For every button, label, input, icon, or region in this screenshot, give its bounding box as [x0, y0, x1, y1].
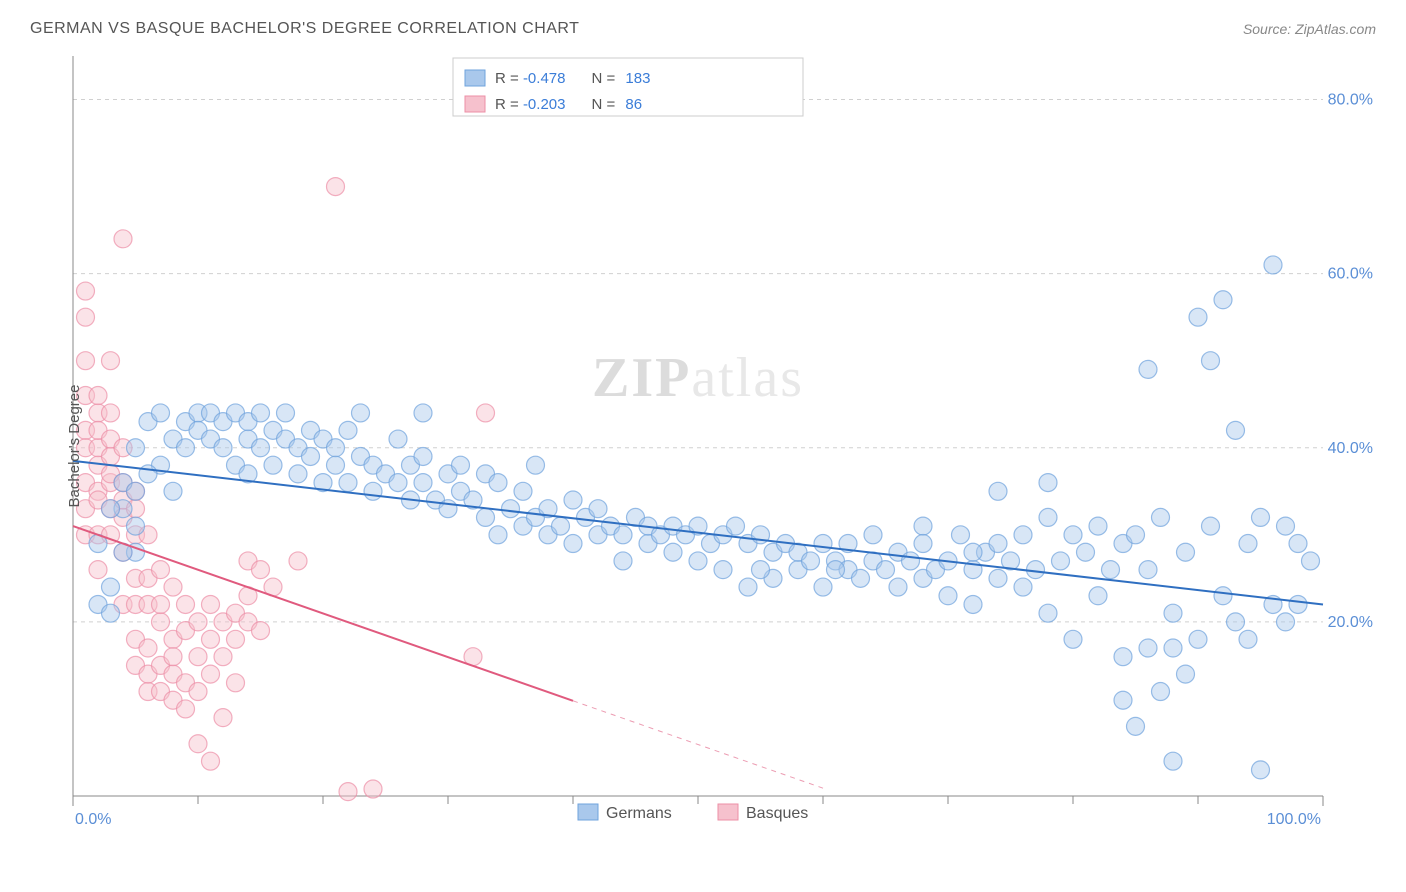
y-axis-label: Bachelor's Degree	[66, 385, 83, 508]
svg-text:Germans: Germans	[606, 805, 672, 822]
svg-text:40.0%: 40.0%	[1328, 440, 1373, 457]
svg-text:Basques: Basques	[746, 805, 808, 822]
correlation-scatter-chart: 20.0%40.0%60.0%80.0%ZIPatlas0.0%100.0%R …	[23, 46, 1383, 846]
svg-text:20.0%: 20.0%	[1328, 614, 1373, 631]
source-name: ZipAtlas.com	[1295, 21, 1376, 37]
svg-text:0.0%: 0.0%	[75, 811, 111, 828]
svg-text:80.0%: 80.0%	[1328, 92, 1373, 109]
svg-text:ZIPatlas: ZIPatlas	[592, 347, 804, 409]
chart-header: GERMAN VS BASQUE BACHELOR'S DEGREE CORRE…	[20, 20, 1386, 46]
svg-text:60.0%: 60.0%	[1328, 266, 1373, 283]
source-attribution: Source: ZipAtlas.com	[1243, 21, 1376, 37]
svg-text:100.0%: 100.0%	[1267, 811, 1321, 828]
chart-title: GERMAN VS BASQUE BACHELOR'S DEGREE CORRE…	[30, 20, 579, 38]
chart-container: Bachelor's Degree 20.0% 40.0% 60.0% 80.0% ZI…	[23, 46, 1383, 846]
source-label: Source:	[1243, 21, 1295, 37]
